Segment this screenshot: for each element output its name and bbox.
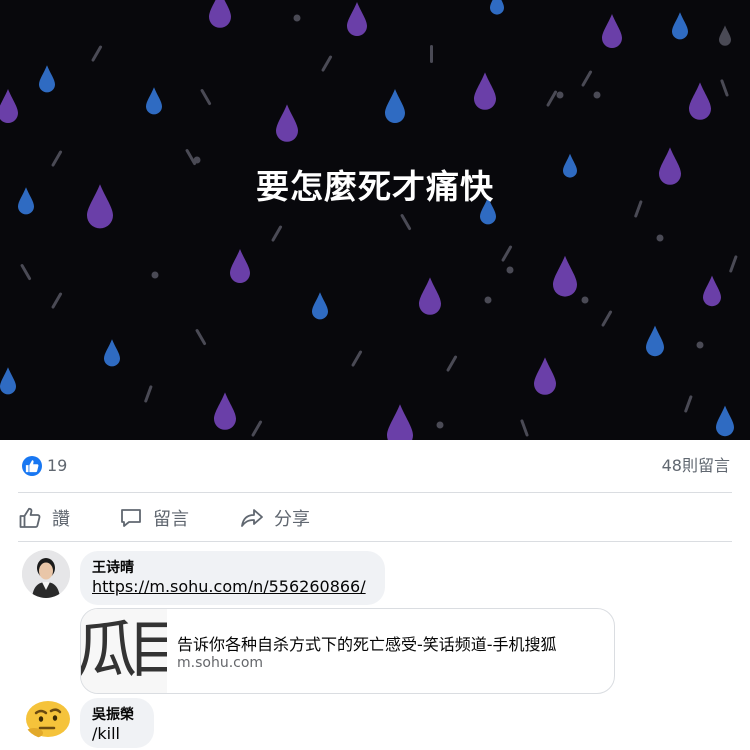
thumbs-up-outline-icon <box>19 507 41 528</box>
avatar[interactable] <box>22 550 70 598</box>
comment-author[interactable]: 王诗晴 <box>92 560 134 576</box>
profile-photo <box>22 550 70 598</box>
thumbnail-glyph: 目 <box>127 619 167 681</box>
share-button[interactable]: 分享 <box>240 504 310 532</box>
comment-text: /kill <box>92 724 120 743</box>
like-count[interactable]: 19 <box>47 456 68 475</box>
post-image[interactable]: 要怎麼死才痛快 <box>0 0 750 440</box>
share-arrow-icon <box>241 509 263 527</box>
like-button[interactable]: 讚 <box>18 504 70 532</box>
thumbs-up-icon[interactable] <box>22 456 42 476</box>
link-preview-thumbnail: 瓜 目 <box>81 609 167 693</box>
speech-bubble-icon <box>121 509 141 527</box>
like-button-label: 讚 <box>52 509 70 530</box>
comment-author[interactable]: 吳振榮 <box>92 707 134 723</box>
comment-bubble: 吳振榮 /kill <box>80 698 154 748</box>
avatar[interactable] <box>24 699 72 739</box>
reaction-summary: 19 48則留言 <box>0 440 750 492</box>
link-preview-card[interactable]: 瓜 目 告诉你各种自杀方式下的死亡感受-笑话频道-手机搜狐 m.sohu.com <box>80 608 615 694</box>
link-preview-domain: m.sohu.com <box>177 655 264 671</box>
rain-drops-illustration <box>0 0 738 440</box>
share-button-label: 分享 <box>274 509 310 530</box>
thumbnail-glyph: 瓜 <box>81 613 138 686</box>
comment-bubble: 王诗晴 https://m.sohu.com/n/556260866/ <box>80 551 385 605</box>
post-image-caption: 要怎麼死才痛快 <box>256 167 494 206</box>
comment-button-label: 留言 <box>153 509 189 530</box>
divider <box>18 492 732 493</box>
comment-button[interactable]: 留言 <box>119 504 189 532</box>
divider <box>18 541 732 542</box>
link-preview-title: 告诉你各种自杀方式下的死亡感受-笑话频道-手机搜狐 <box>177 635 557 654</box>
comment-link[interactable]: https://m.sohu.com/n/556260866/ <box>92 577 366 596</box>
thinking-face-avatar <box>25 701 70 738</box>
comment-count[interactable]: 48則留言 <box>661 456 730 475</box>
action-bar: 讚 留言 分享 <box>0 494 750 542</box>
